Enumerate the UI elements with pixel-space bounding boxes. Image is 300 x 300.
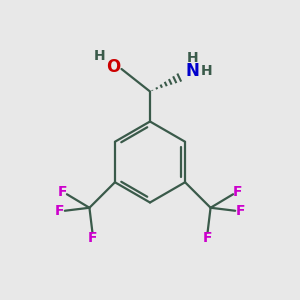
- Text: H: H: [94, 49, 106, 62]
- Text: H: H: [200, 64, 212, 78]
- Text: F: F: [233, 185, 242, 199]
- Text: F: F: [58, 185, 67, 199]
- Text: O: O: [106, 58, 120, 76]
- Text: F: F: [88, 231, 97, 245]
- Text: N: N: [186, 62, 200, 80]
- Text: H: H: [187, 51, 199, 65]
- Text: F: F: [236, 204, 245, 218]
- Text: F: F: [55, 204, 64, 218]
- Text: F: F: [203, 231, 212, 245]
